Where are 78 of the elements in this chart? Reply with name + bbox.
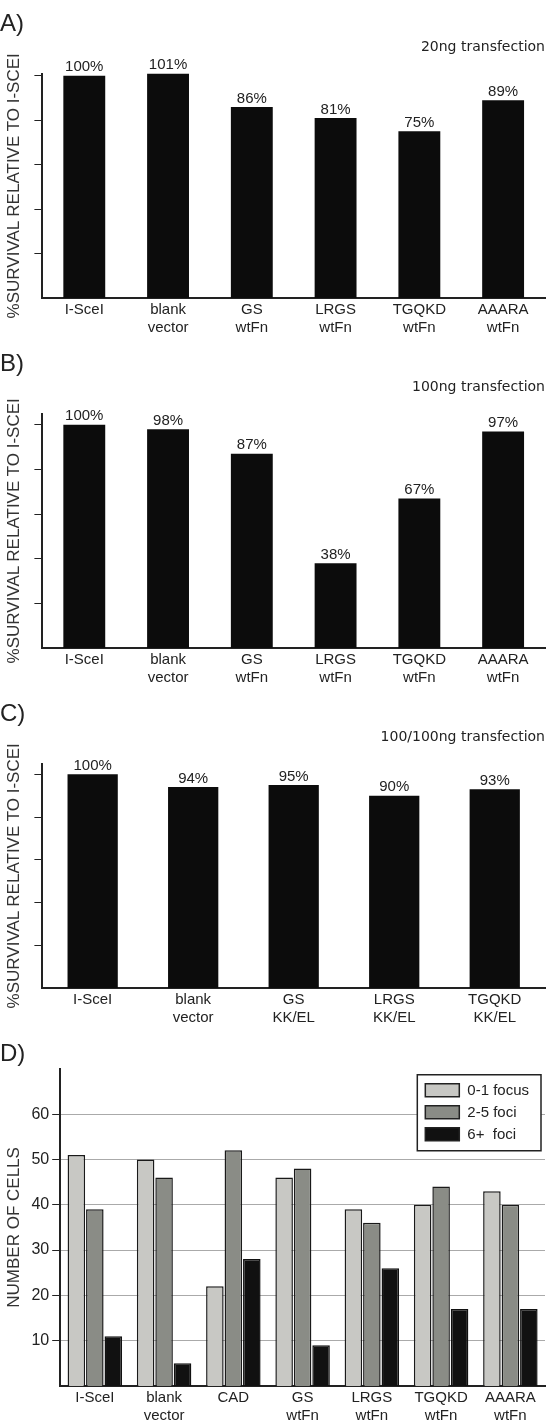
data-label: 100% (73, 755, 112, 773)
legend-label: 6+ foci (467, 1124, 517, 1142)
bar (230, 453, 273, 648)
x-tick-label: CAD (217, 1388, 250, 1406)
x-tick-label: GS wtFn (285, 1388, 319, 1424)
y-tick-label: 10 (31, 1331, 50, 1349)
x-tick-label: TGQKD wtFn (392, 300, 447, 336)
x-tick-label: blank vector (147, 300, 189, 336)
x-tick-label: AAARA wtFn (484, 1388, 536, 1424)
data-label: 101% (148, 55, 188, 73)
bar (482, 100, 525, 298)
x-tick-label: TGQKD KK/EL (468, 990, 522, 1026)
x-tick-label: blank vector (172, 990, 214, 1026)
bar (369, 795, 420, 988)
y-axis-title: NUMBER OF CELLS (3, 1147, 23, 1308)
data-label: 100% (65, 406, 104, 424)
y-axis-title: %SURVIVAL RELATIVE TO I-SCEI (3, 53, 23, 319)
x-tick-label: LRGS wtFn (315, 650, 357, 686)
legend-label: 0-1 focus (467, 1080, 529, 1098)
data-label: 95% (278, 766, 309, 784)
bar (482, 431, 525, 648)
bar (230, 106, 273, 298)
x-tick-label: I-SceI (64, 300, 104, 318)
x-tick-label: blank vector (143, 1388, 185, 1424)
data-label: 86% (236, 88, 267, 106)
data-label: 89% (488, 81, 519, 99)
x-tick-label: blank vector (147, 650, 189, 686)
data-label: 100% (65, 57, 104, 75)
bar (314, 563, 357, 648)
x-tick-label: AAARA wtFn (477, 300, 529, 336)
x-tick-label: GS KK/EL (272, 990, 315, 1026)
x-tick-label: LRGS wtFn (351, 1388, 393, 1424)
data-label: 97% (488, 413, 519, 431)
bar (268, 784, 319, 988)
data-label: 87% (236, 435, 267, 453)
bar (147, 73, 189, 298)
data-label: 75% (404, 113, 435, 131)
bar (63, 75, 106, 298)
x-tick-label: I-SceI (75, 1388, 115, 1406)
x-tick-label: AAARA wtFn (477, 650, 529, 686)
bar (63, 424, 106, 648)
data-label: 67% (404, 480, 435, 498)
legend-label: 2-5 foci (467, 1102, 517, 1120)
y-tick-label: 20 (31, 1285, 50, 1303)
x-tick-label: GS wtFn (234, 300, 269, 336)
bar (67, 774, 118, 988)
y-tick-label: 60 (31, 1104, 50, 1122)
chart-subtitle: 100ng transfection (412, 377, 545, 394)
x-tick-label: I-SceI (64, 650, 104, 668)
data-label: 38% (320, 544, 351, 562)
bar (168, 787, 219, 988)
bar (398, 498, 441, 648)
y-tick-label: 50 (31, 1149, 50, 1167)
bar (147, 429, 189, 648)
x-tick-label: LRGS KK/EL (372, 990, 416, 1026)
x-tick-label: LRGS wtFn (315, 300, 357, 336)
chart-title: B) (0, 349, 24, 377)
y-axis-title: %SURVIVAL RELATIVE TO I-SCEI (3, 398, 23, 664)
x-tick-label: I-SceI (73, 990, 113, 1008)
x-tick-label: GS wtFn (234, 650, 269, 686)
data-label: 93% (479, 770, 510, 788)
y-tick-label: 30 (31, 1240, 50, 1258)
chart-title: A) (0, 9, 24, 37)
chart-subtitle: 20ng transfection (420, 37, 545, 54)
data-label: 98% (153, 410, 184, 428)
y-axis-title: %SURVIVAL RELATIVE TO I-SCEI (3, 743, 23, 1009)
bar (398, 131, 441, 298)
bar (469, 789, 520, 988)
data-label: 90% (379, 777, 410, 795)
y-tick-label: 40 (31, 1195, 50, 1213)
x-tick-label: TGQKD wtFn (392, 650, 447, 686)
chart-title: C) (0, 699, 26, 727)
bar (314, 118, 357, 298)
x-tick-label: TGQKD wtFn (414, 1388, 468, 1424)
data-label: 94% (178, 768, 209, 786)
chart-title: D) (0, 1039, 26, 1067)
data-label: 81% (320, 99, 351, 117)
chart-subtitle: 100/100ng transfection (380, 727, 545, 744)
